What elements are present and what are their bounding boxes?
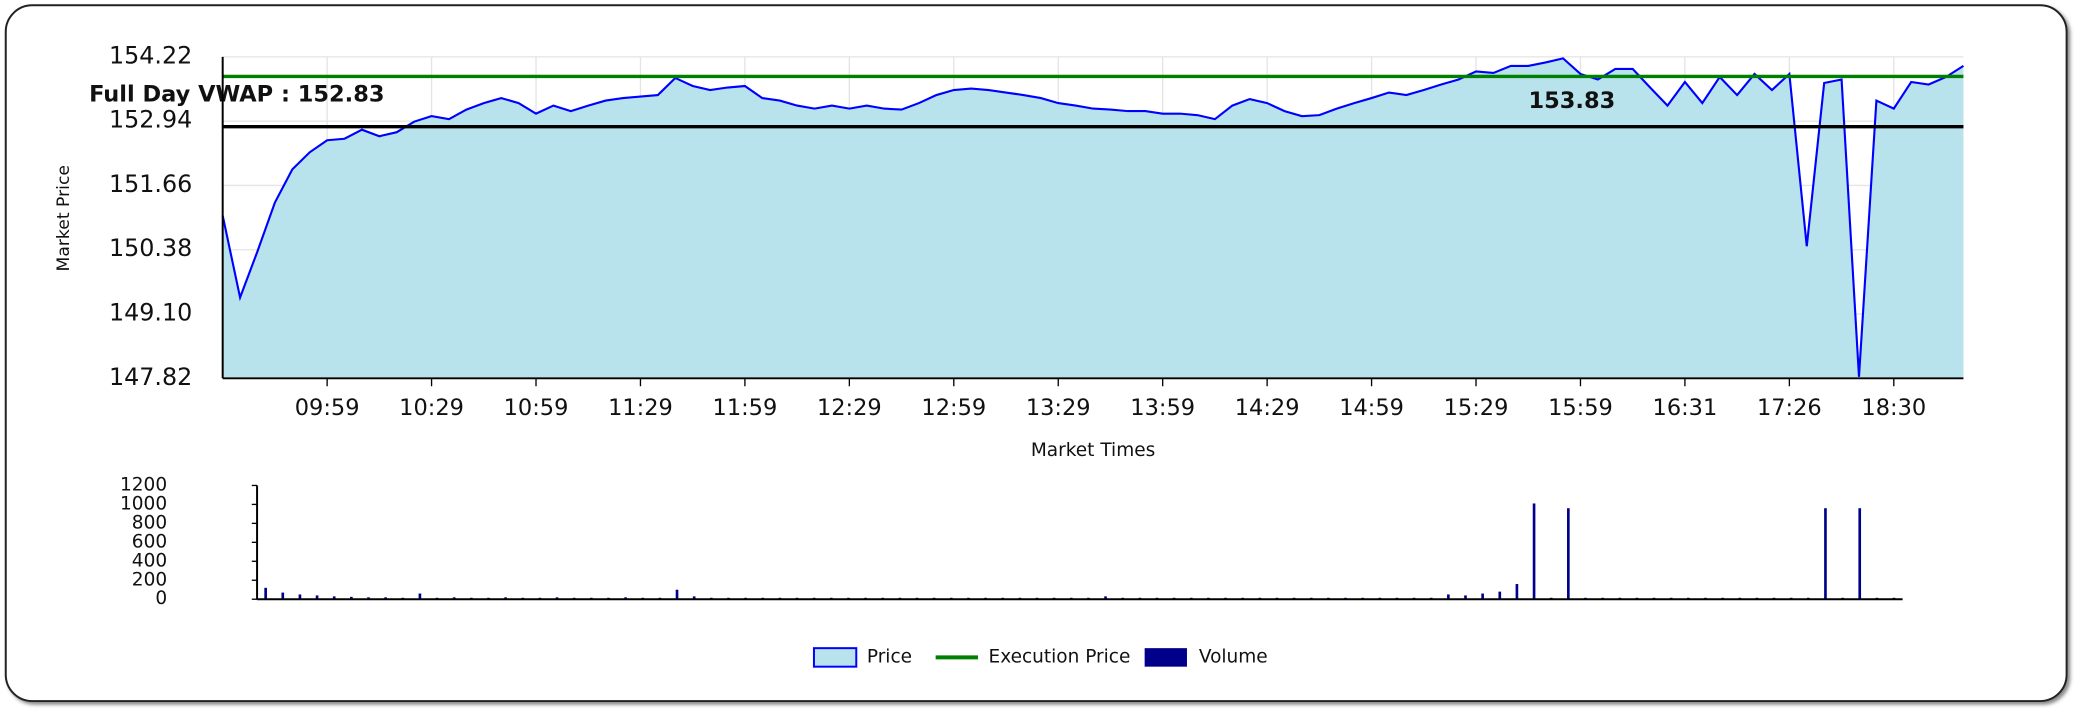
volume-bar	[350, 596, 353, 600]
y-tick-label: 0	[155, 588, 167, 609]
x-tick-label: 17:26	[1757, 395, 1822, 421]
y-tick-label: 152.94	[109, 106, 192, 134]
x-tick-label: 10:59	[504, 395, 569, 421]
volume-bar	[315, 595, 319, 600]
volume-bar	[1532, 503, 1536, 600]
volume-bar	[1464, 595, 1467, 600]
volume-bar	[1567, 508, 1570, 600]
y-tick-label: 1200	[120, 474, 167, 495]
x-tick-label: 14:29	[1235, 395, 1300, 421]
x-tick-label: 11:59	[713, 395, 778, 421]
volume-bar	[418, 593, 422, 600]
volume-bar	[1481, 593, 1484, 600]
x-tick-label: 15:29	[1444, 395, 1509, 421]
volume-bar	[675, 589, 679, 600]
x-tick-label: 15:59	[1548, 395, 1613, 421]
price-line	[221, 57, 1964, 377]
x-tick-label: 16:31	[1653, 395, 1718, 421]
y-tick-label: 151.66	[109, 170, 192, 198]
x-tick-label: 18:30	[1861, 395, 1926, 421]
x-tick-label: 13:59	[1130, 395, 1195, 421]
legend: Price Execution Price Volume	[812, 646, 1268, 668]
x-tick-label: 14:59	[1339, 395, 1404, 421]
y-tick-label: 154.22	[109, 41, 192, 69]
volume-bar	[692, 596, 696, 600]
x-tick-label: 13:29	[1026, 395, 1091, 421]
volume-bar	[298, 594, 302, 600]
vwap-label: Full Day VWAP : 152.83	[89, 82, 384, 108]
volume-bar	[1104, 596, 1107, 600]
volume-bar	[1515, 584, 1519, 600]
volume-bar	[264, 587, 267, 600]
y-tick-label: 150.38	[109, 234, 192, 262]
x-tick-label: 12:59	[921, 395, 986, 421]
y-axis-title: Market Price	[54, 165, 74, 271]
y-tick-label: 147.82	[109, 363, 192, 391]
volume-bar	[281, 592, 285, 600]
y-tick-label: 200	[132, 569, 167, 590]
y-tick-label: 400	[132, 550, 167, 571]
volume-bar	[1824, 508, 1827, 600]
x-tick-label: 09:59	[295, 395, 360, 421]
legend-label: Volume	[1199, 646, 1268, 667]
legend-label: Price	[867, 646, 912, 667]
x-tick-label: 12:29	[817, 395, 882, 421]
legend-swatch	[812, 647, 858, 668]
y-tick-label: 800	[132, 512, 167, 533]
volume-bar	[332, 596, 336, 600]
y-tick-label: 149.10	[109, 299, 192, 327]
execution-label: 153.83	[1529, 88, 1616, 114]
y-tick-label: 1000	[120, 493, 167, 514]
volume-bar	[1858, 508, 1862, 600]
x-tick-label: 10:29	[399, 395, 464, 421]
x-tick-label: 11:29	[608, 395, 673, 421]
volume-bar	[1498, 591, 1502, 600]
x-axis-title: Market Times	[1031, 440, 1155, 461]
y-tick-label: 600	[132, 531, 167, 552]
volume-bar	[1447, 594, 1450, 600]
legend-swatch	[1144, 648, 1187, 667]
price-area	[222, 58, 1964, 379]
legend-label: Execution Price	[989, 646, 1131, 667]
